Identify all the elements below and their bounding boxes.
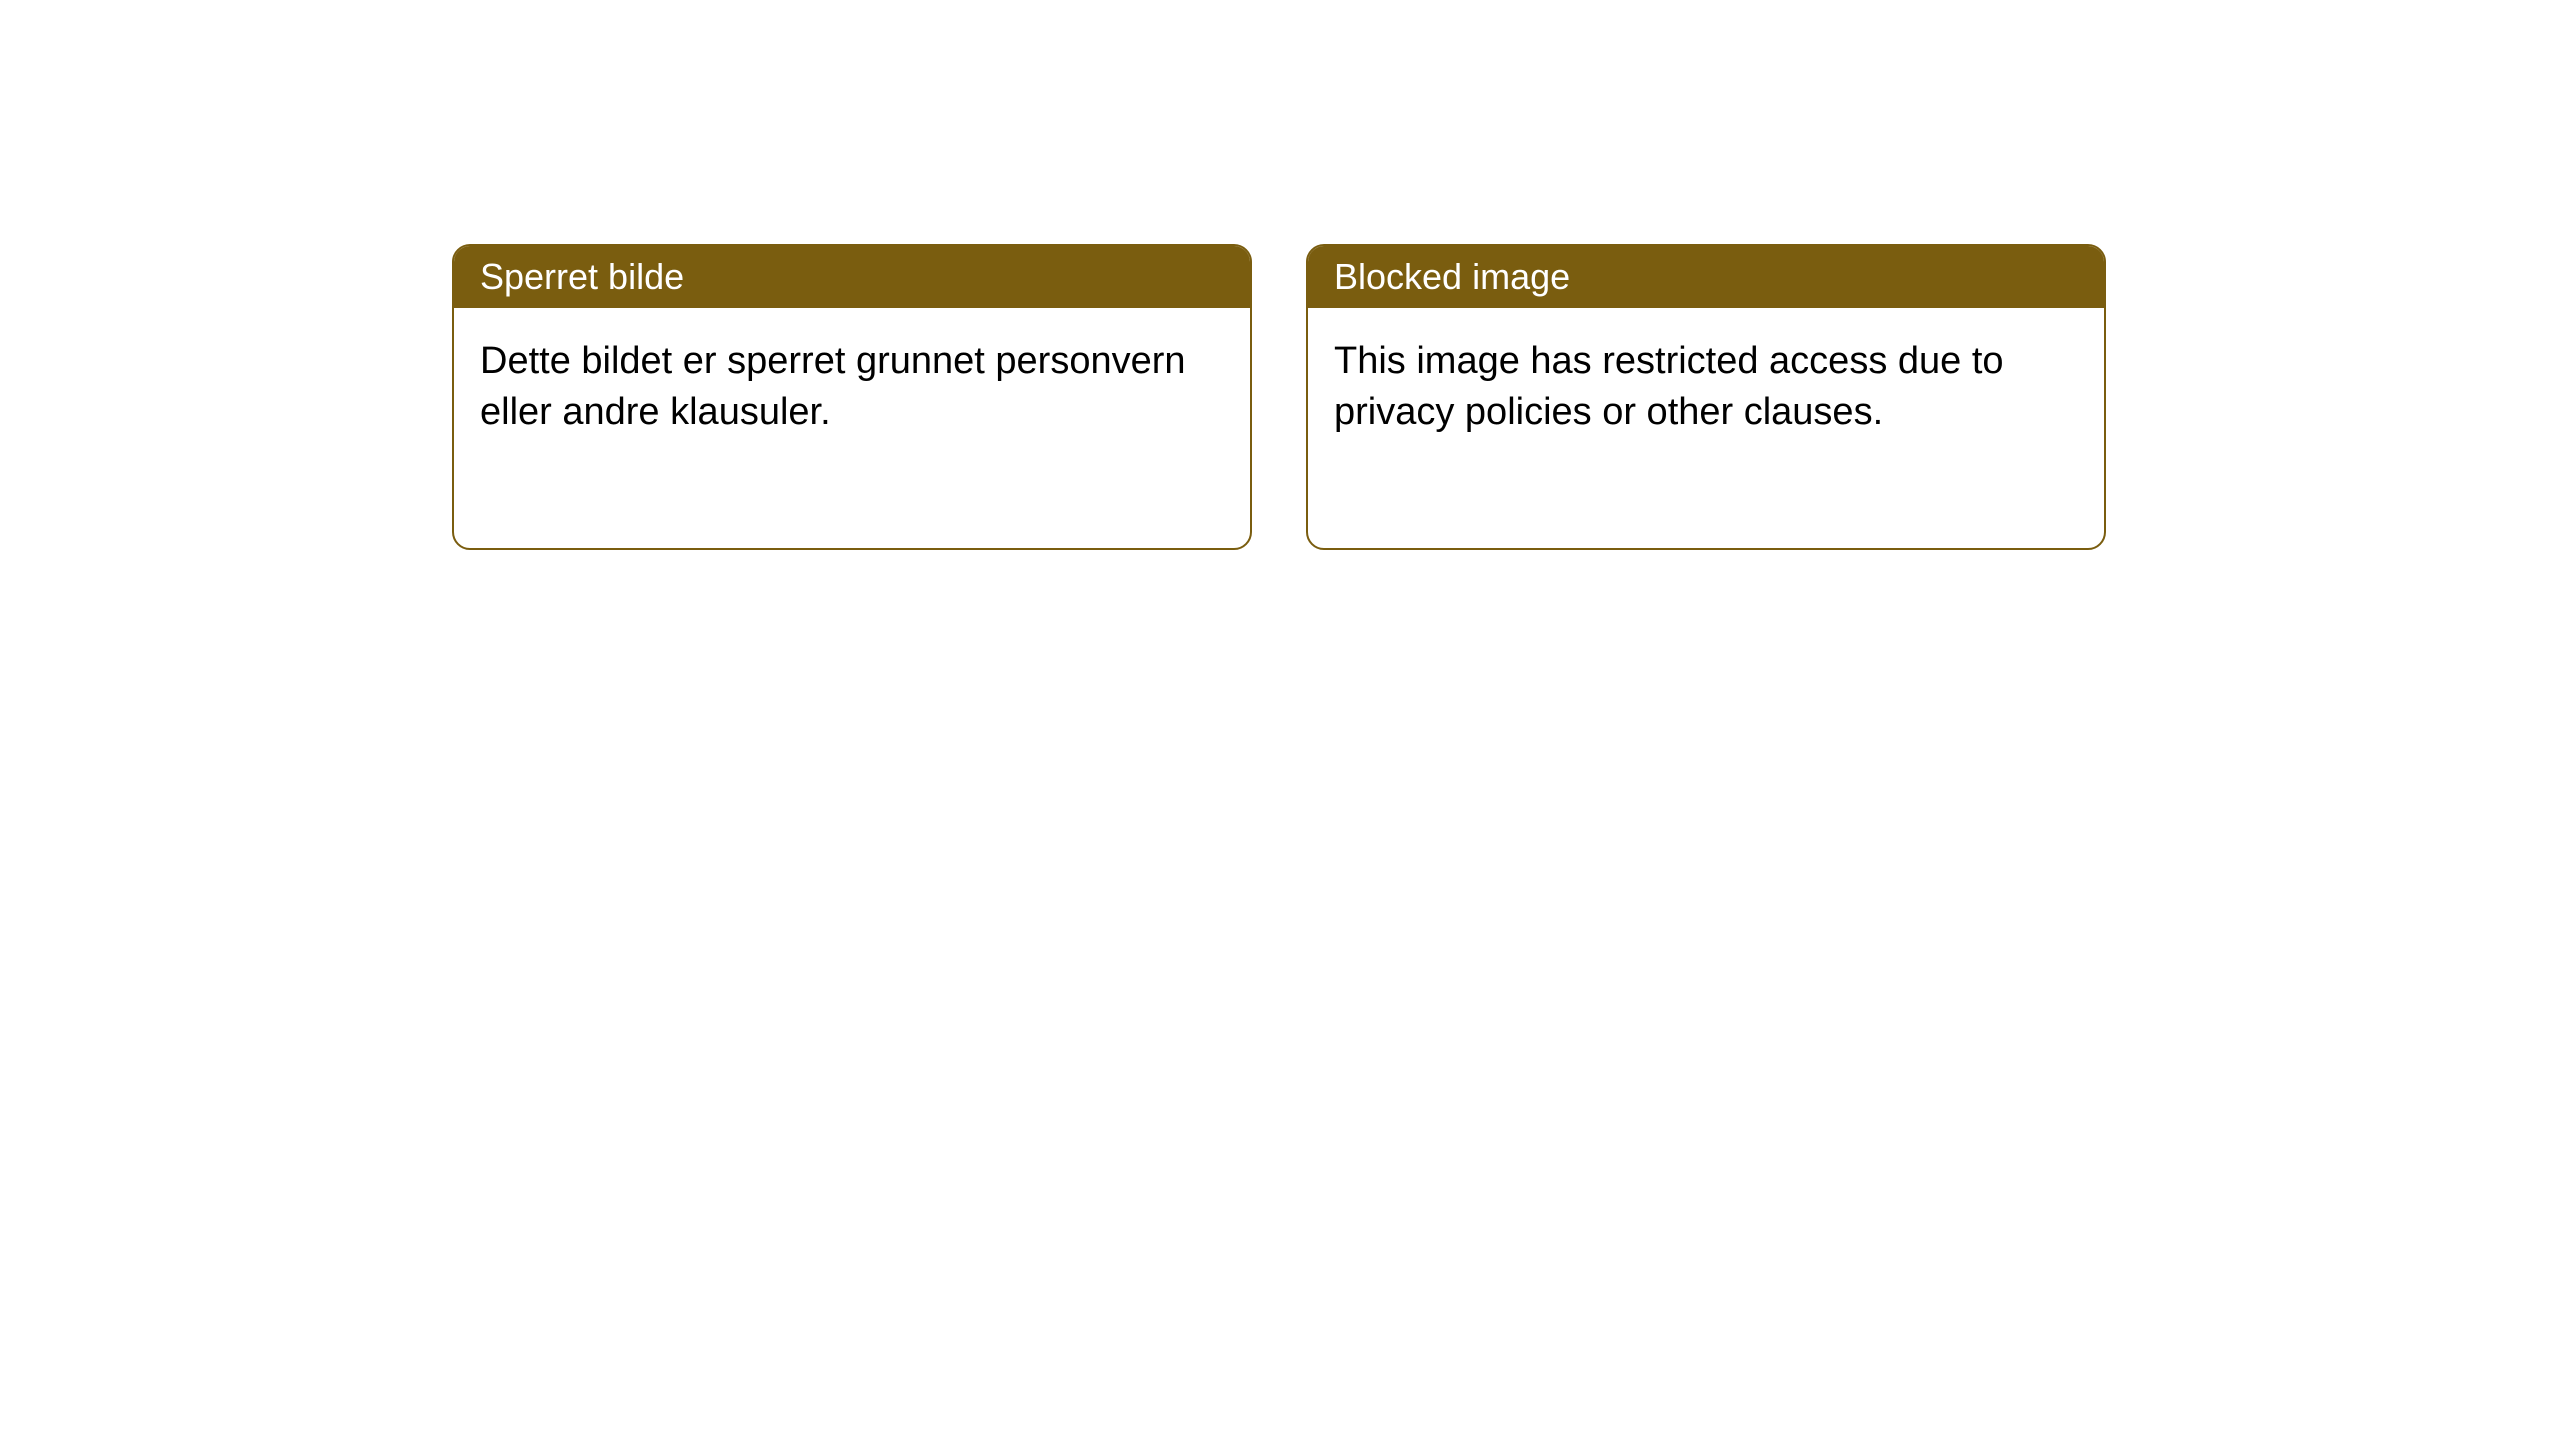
notice-header: Blocked image bbox=[1308, 246, 2104, 308]
notice-header: Sperret bilde bbox=[454, 246, 1250, 308]
notice-container: Sperret bilde Dette bildet er sperret gr… bbox=[0, 0, 2560, 550]
notice-body: This image has restricted access due to … bbox=[1308, 308, 2104, 548]
notice-card-norwegian: Sperret bilde Dette bildet er sperret gr… bbox=[452, 244, 1252, 550]
notice-body: Dette bildet er sperret grunnet personve… bbox=[454, 308, 1250, 548]
notice-card-english: Blocked image This image has restricted … bbox=[1306, 244, 2106, 550]
